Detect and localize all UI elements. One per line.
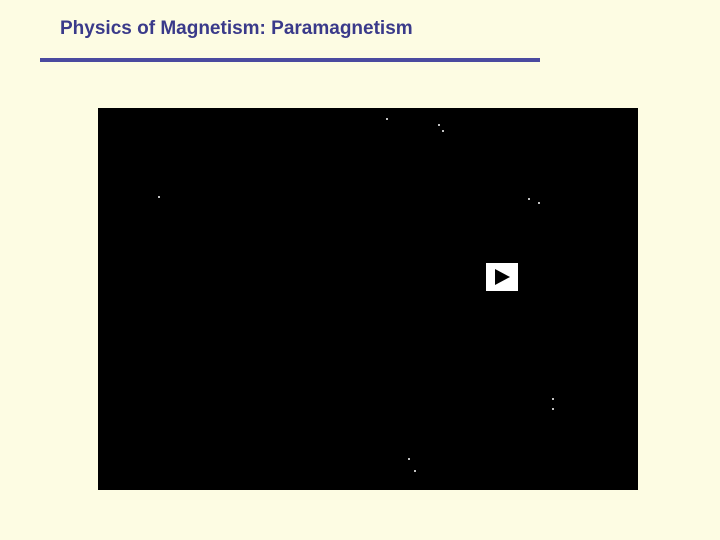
video-speck bbox=[442, 130, 444, 132]
video-speck bbox=[538, 202, 540, 204]
video-speck bbox=[552, 408, 554, 410]
title-underline bbox=[40, 58, 540, 62]
video-speck bbox=[414, 470, 416, 472]
video-speck bbox=[158, 196, 160, 198]
play-button[interactable] bbox=[486, 263, 518, 291]
video-speck bbox=[386, 118, 388, 120]
video-speck bbox=[552, 398, 554, 400]
video-speck bbox=[408, 458, 410, 460]
page-title: Physics of Magnetism: Paramagnetism bbox=[60, 18, 413, 40]
video-placeholder[interactable] bbox=[98, 108, 638, 490]
video-speck bbox=[528, 198, 530, 200]
video-speck bbox=[438, 124, 440, 126]
play-icon bbox=[492, 268, 512, 286]
